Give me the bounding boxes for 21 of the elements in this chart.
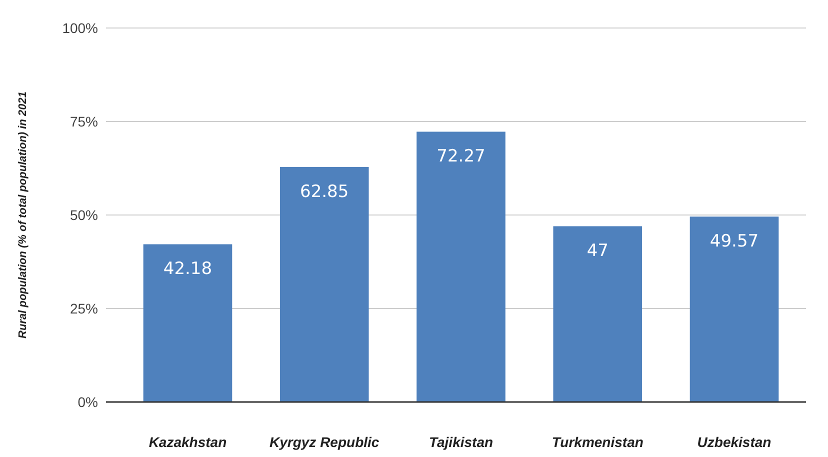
data-label: 49.57: [710, 232, 759, 252]
bar: [280, 166, 369, 402]
data-label: 47: [586, 241, 608, 262]
x-tick-label: Kyrgyz Republic: [270, 434, 380, 450]
bar: [143, 244, 232, 402]
data-label: 42.18: [163, 259, 212, 280]
data-label: 72.27: [436, 146, 486, 167]
bar: [416, 132, 506, 402]
y-tick-label: 0%: [78, 394, 98, 410]
x-tick-label: Turkmenistan: [552, 434, 644, 450]
y-tick-label: 100%: [62, 20, 98, 36]
y-tick-label: 25%: [70, 300, 98, 316]
bar: [553, 226, 642, 402]
x-tick-label: Tajikistan: [428, 434, 494, 450]
y-axis-title: Rural population (% of total population) in 2021: [17, 92, 29, 338]
x-tick-label: Kazakhstan: [148, 434, 227, 450]
x-tick-label: Uzbekistan: [697, 434, 772, 450]
y-tick-label: 75%: [70, 113, 98, 130]
data-label: 62.85: [300, 182, 349, 202]
bar: [690, 216, 779, 402]
y-tick-label: 50%: [70, 206, 98, 223]
